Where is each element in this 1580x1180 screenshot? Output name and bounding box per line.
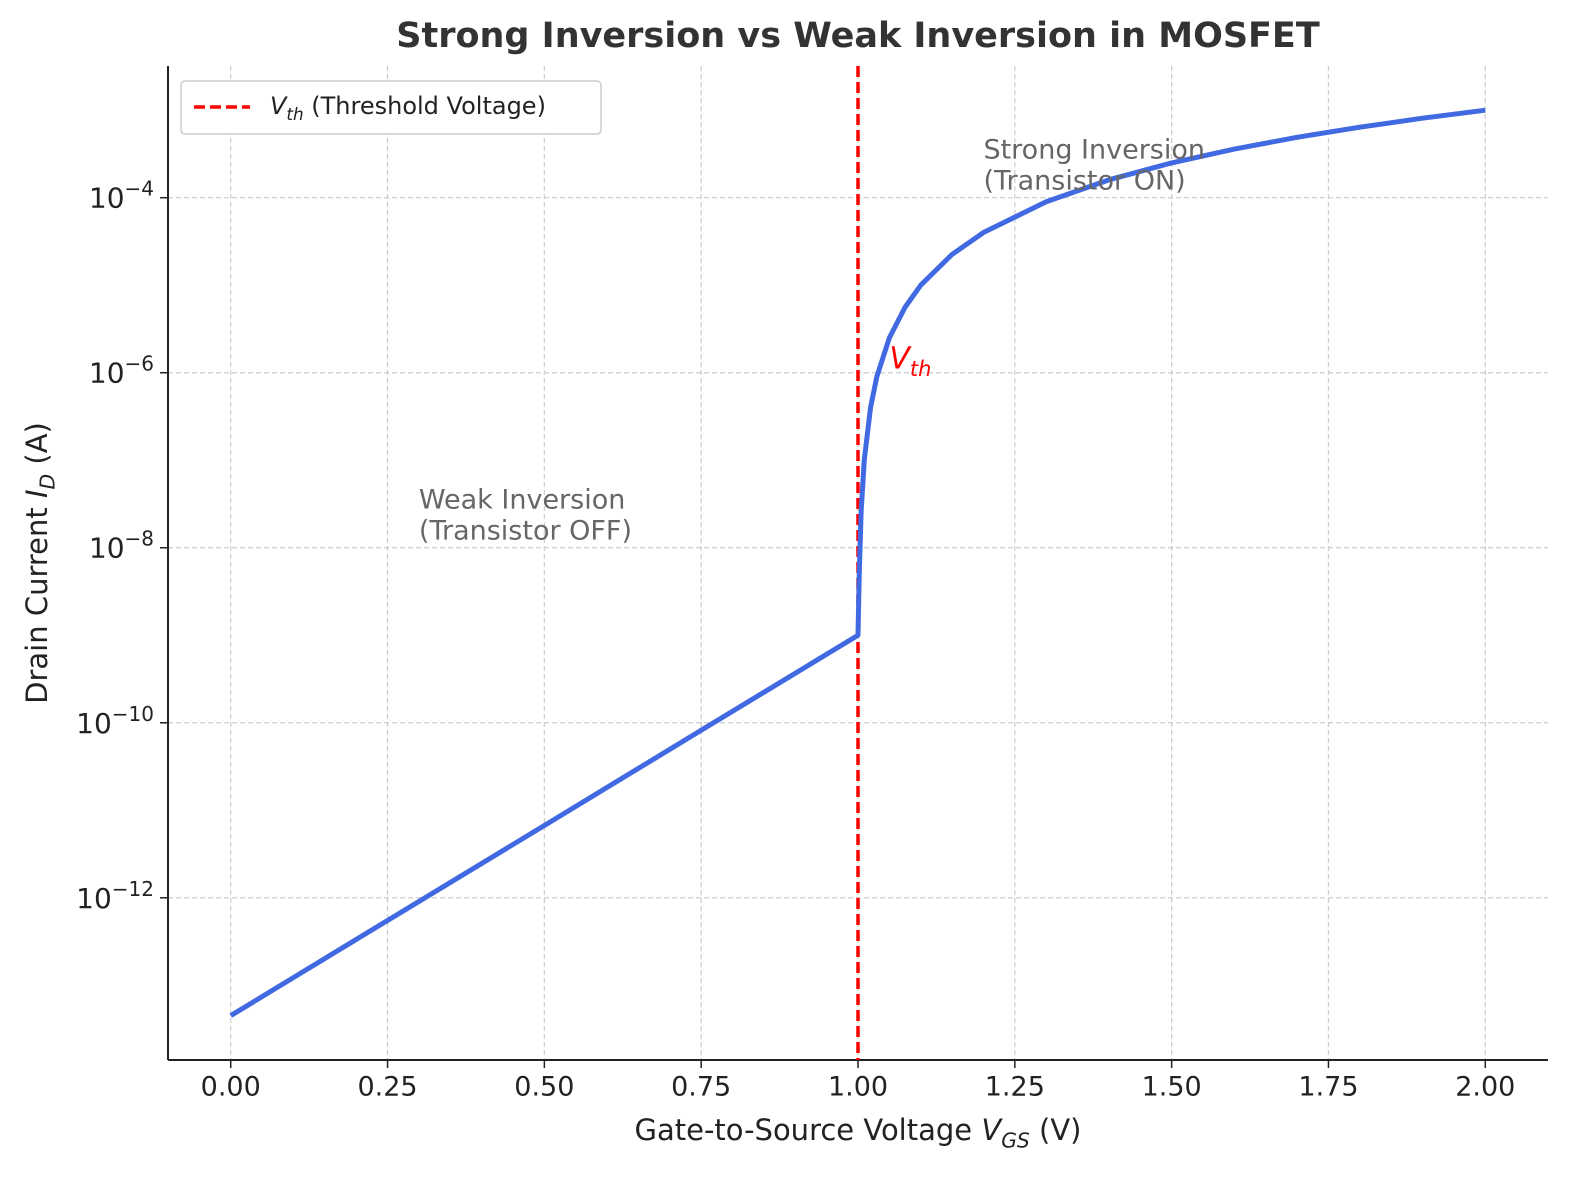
annotation: Strong Inversion — [983, 135, 1205, 166]
annotation: Weak Inversion — [419, 485, 625, 516]
data-line — [229, 107, 1486, 1018]
unit: (A) — [20, 422, 54, 474]
text: (Threshold Voltage) — [304, 92, 546, 120]
x-axis-label: Gate-to-Source Voltage VGS (V) — [635, 1113, 1082, 1152]
x-tick-label: 1.75 — [1298, 1072, 1358, 1103]
subscript: th — [910, 357, 932, 381]
x-tick-label: 0.75 — [671, 1072, 731, 1103]
y-tick-label: 10−8 — [89, 527, 154, 565]
x-tick-label: 0.00 — [201, 1072, 261, 1103]
x-tick-label: 2.00 — [1455, 1072, 1515, 1103]
x-tick-label: 0.50 — [514, 1072, 574, 1103]
symbol: I — [20, 489, 54, 498]
chart-title: Strong Inversion vs Weak Inversion in MO… — [396, 16, 1320, 56]
y-tick-label: 10−12 — [76, 877, 154, 915]
x-tick-label: 1.25 — [985, 1072, 1045, 1103]
legend-label: Vth (Threshold Voltage) — [270, 92, 546, 124]
unit: (V) — [1030, 1113, 1082, 1147]
text: Drain Current — [20, 498, 54, 704]
x-tick-label: 0.25 — [357, 1072, 417, 1103]
text: Gate-to-Source Voltage — [635, 1113, 982, 1147]
y-tick-label: 10−4 — [89, 177, 154, 215]
symbol: V — [981, 1113, 1003, 1147]
x-tick-label: 1.50 — [1142, 1072, 1202, 1103]
subscript: th — [286, 104, 303, 124]
y-tick-label: 10−6 — [89, 352, 154, 390]
annotation: (Transistor OFF) — [419, 516, 632, 547]
subscript: GS — [1001, 1128, 1030, 1152]
subscript: D — [35, 474, 59, 490]
y-axis-label: Drain Current ID (A) — [20, 422, 59, 704]
x-tick-label: 1.00 — [828, 1072, 888, 1103]
symbol: V — [270, 92, 288, 120]
annotation: (Transistor ON) — [983, 166, 1185, 197]
legend-box — [180, 80, 602, 135]
symbol: V — [889, 342, 912, 377]
vth-label: Vth — [889, 342, 931, 382]
y-tick-label: 10−10 — [76, 702, 154, 740]
